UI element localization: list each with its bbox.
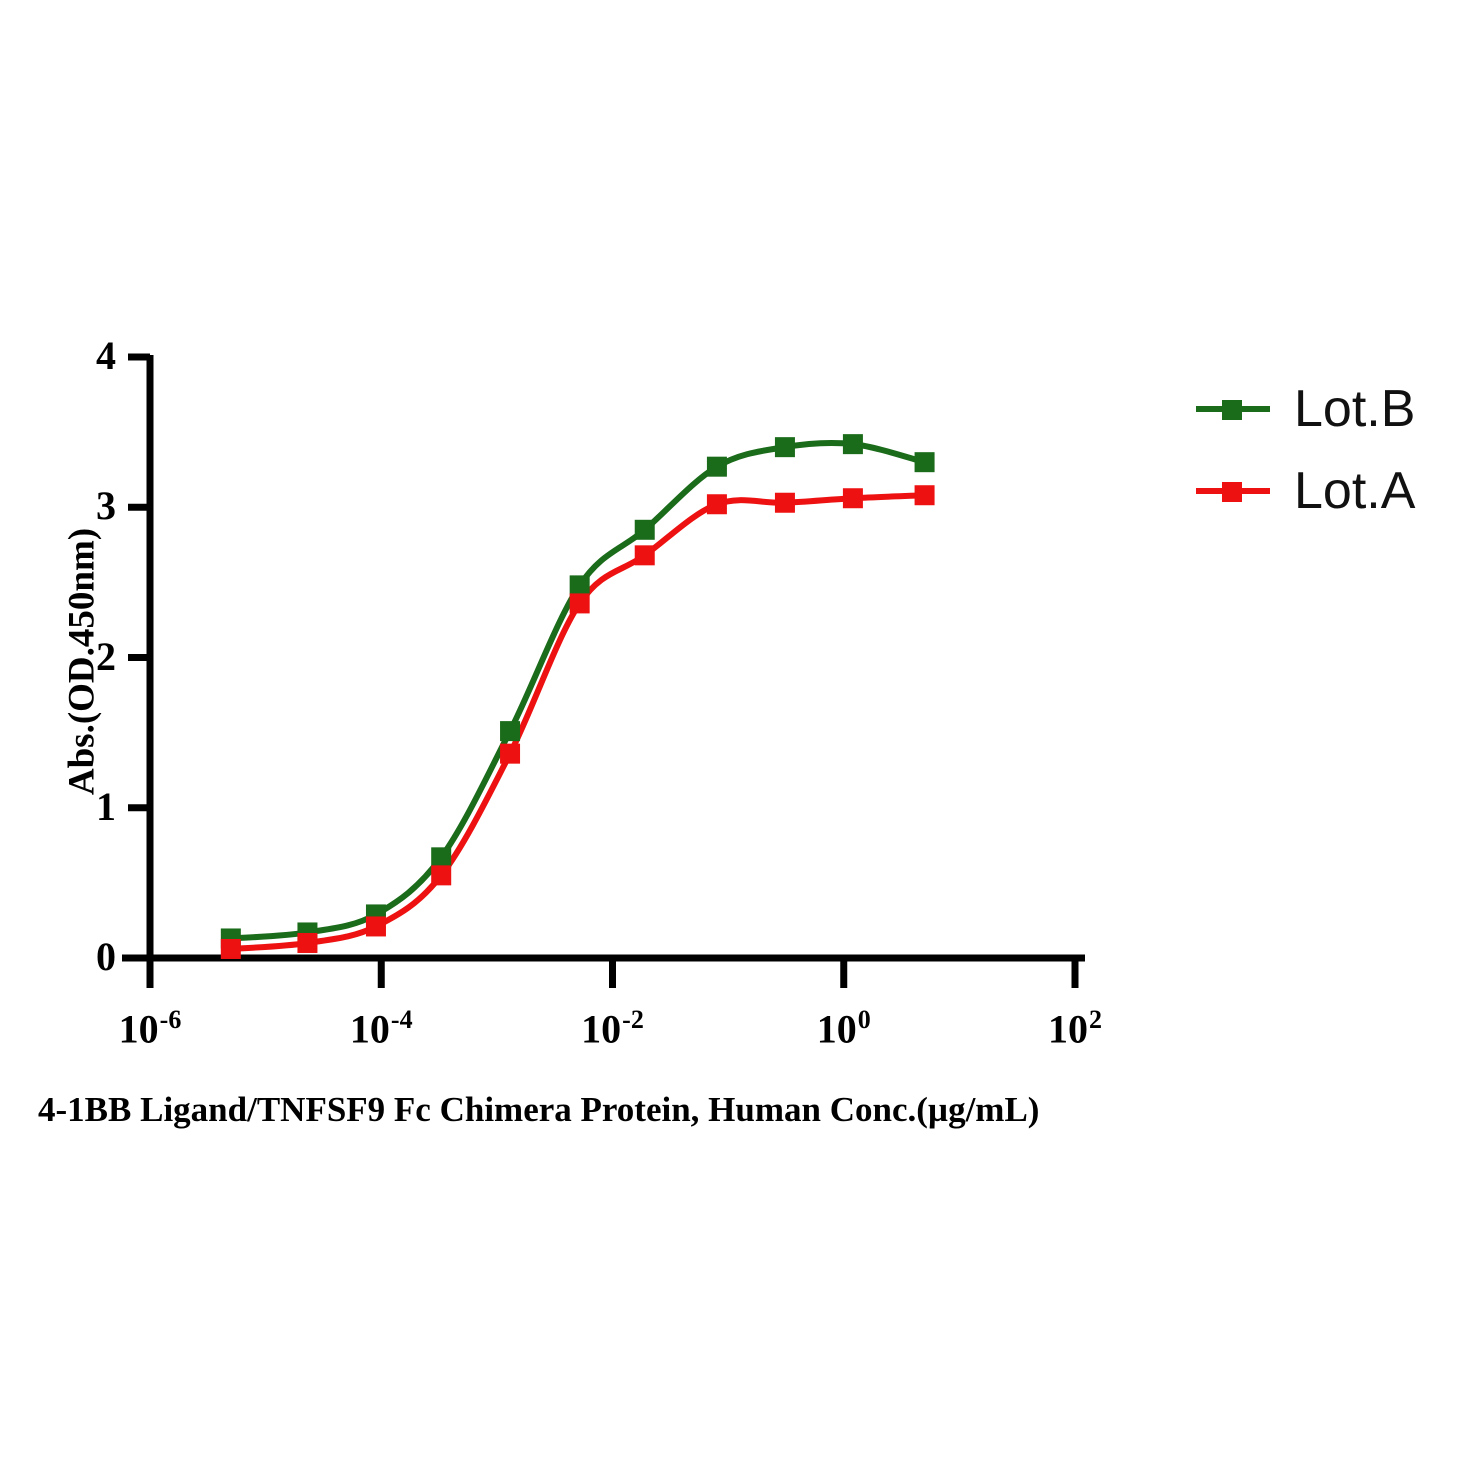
data-point-lot-a xyxy=(706,494,727,515)
data-point-lot-a xyxy=(500,743,521,764)
y-tick-label: 1 xyxy=(96,783,116,829)
data-point-lot-b xyxy=(706,456,727,477)
y-tick-label: 3 xyxy=(96,483,116,529)
data-point-lot-a xyxy=(365,916,386,937)
data-point-lot-b xyxy=(431,847,452,868)
x-tick-label: 100 xyxy=(816,1005,871,1052)
y-tick-label: 0 xyxy=(96,934,116,979)
legend-swatch-lot-b xyxy=(1196,394,1270,424)
data-point-lot-a xyxy=(431,865,452,886)
legend-label-lot-a: Lot.A xyxy=(1294,462,1416,520)
legend-label-lot-b: Lot.B xyxy=(1294,380,1416,438)
data-point-lot-a xyxy=(569,593,590,614)
data-point-lot-a xyxy=(914,485,935,506)
data-point-lot-b xyxy=(842,434,863,455)
legend-marker-lot-a xyxy=(1222,482,1242,502)
x-tick-label: 10-6 xyxy=(118,1005,182,1052)
chart-caption: 4-1BB Ligand/TNFSF9 Fc Chimera Protein, … xyxy=(38,1090,1040,1129)
x-tick-label: 10-4 xyxy=(349,1005,413,1052)
data-point-lot-b xyxy=(774,437,795,458)
legend-item-lot-b[interactable]: Lot.B xyxy=(1196,368,1458,450)
axis-layer xyxy=(122,353,1085,988)
curve-lot-b xyxy=(227,439,928,942)
chart-legend: Lot.B Lot.A xyxy=(1196,368,1458,532)
data-point-lot-b xyxy=(914,452,935,473)
x-tick-label: 10-2 xyxy=(581,1005,644,1052)
marker-layer xyxy=(220,434,935,959)
data-point-lot-a xyxy=(842,488,863,509)
data-point-lot-a xyxy=(297,932,318,953)
y-tick-label: 2 xyxy=(96,633,116,679)
curve-layer xyxy=(227,439,928,952)
data-point-lot-b xyxy=(634,519,655,540)
y-axis-title: Abs.(OD.450nm) xyxy=(61,527,103,796)
curve-lot-a xyxy=(227,492,928,952)
data-point-lot-b xyxy=(500,721,521,742)
legend-swatch-lot-a xyxy=(1196,476,1270,506)
legend-marker-lot-b xyxy=(1222,400,1242,420)
x-tick-label: 102 xyxy=(1048,1005,1102,1052)
y-tick-label: 4 xyxy=(96,333,116,378)
data-point-lot-a xyxy=(220,938,241,959)
data-point-lot-b xyxy=(569,575,590,596)
data-point-lot-a xyxy=(634,545,655,566)
legend-item-lot-a[interactable]: Lot.A xyxy=(1196,450,1458,532)
data-point-lot-a xyxy=(774,492,795,513)
